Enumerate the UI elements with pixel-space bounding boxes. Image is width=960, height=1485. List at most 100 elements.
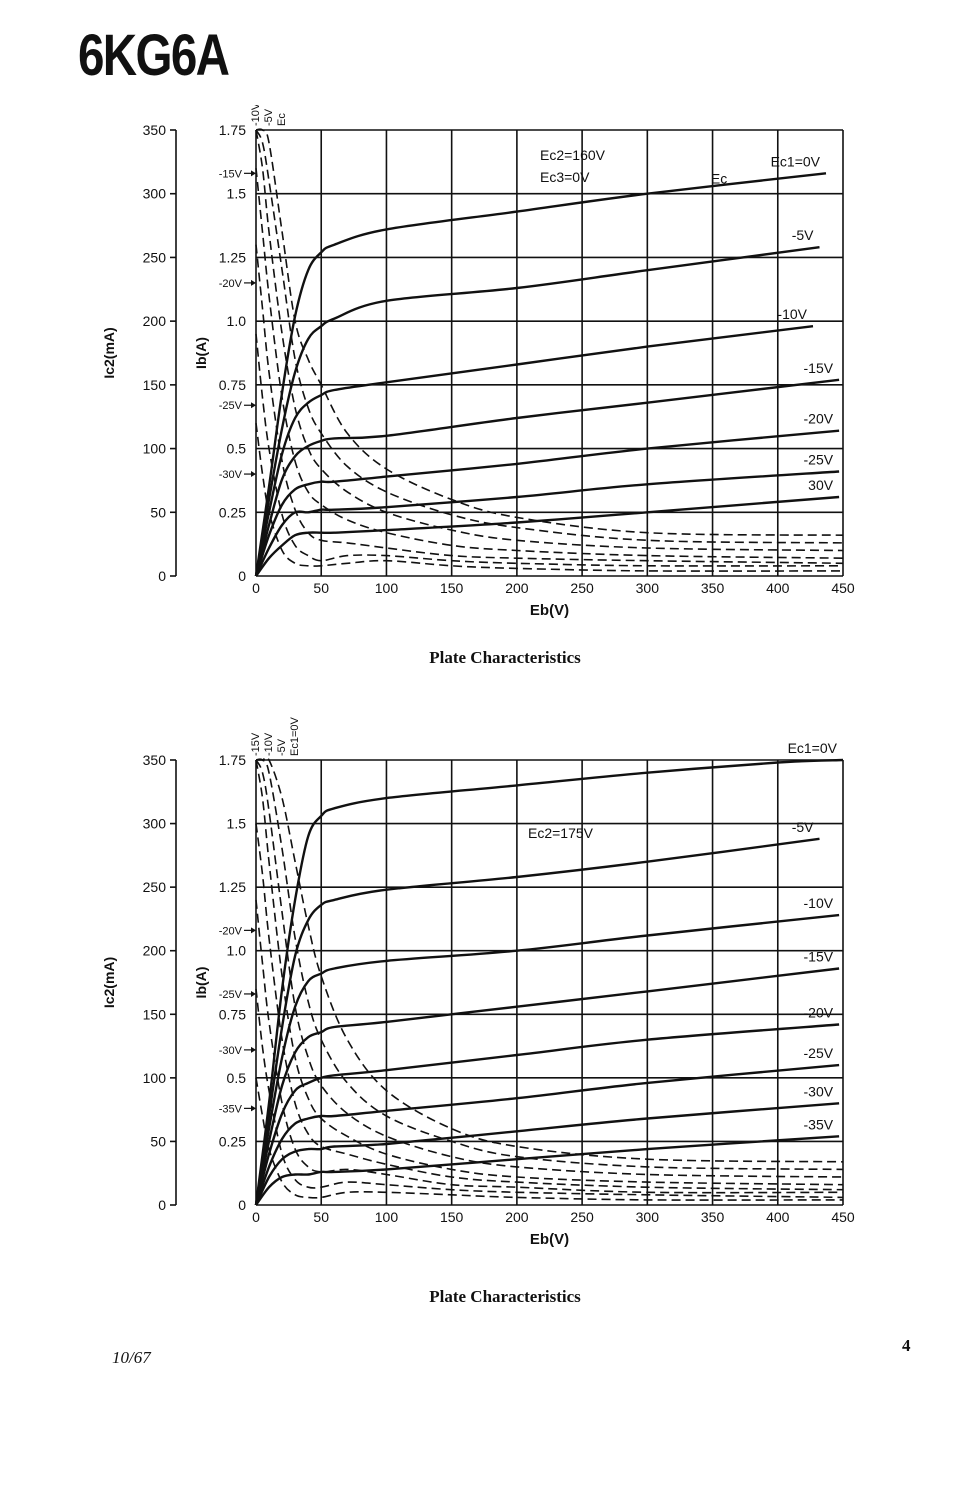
plate-current-curve	[254, 1023, 840, 1206]
y-tick-label: 1.75	[219, 122, 246, 138]
y2-tick-label: 50	[150, 1133, 166, 1149]
y2-tick-label: 350	[143, 122, 167, 138]
plate-current-curve	[254, 429, 840, 577]
chart-1-caption: Plate Characteristics	[429, 648, 581, 667]
chart-2-caption: Plate Characteristics	[429, 1287, 581, 1306]
y2-tick-label: 200	[143, 313, 167, 329]
screen-current-curve	[255, 899, 844, 1194]
page-number: 4	[902, 1336, 911, 1355]
ec-marker-label: Ec	[711, 171, 727, 187]
y-tick-label: 1.5	[227, 816, 247, 832]
operating-condition-label: Ec2=160V	[540, 147, 606, 163]
x-tick-label: 350	[701, 1209, 725, 1225]
plate-current-curve	[255, 495, 840, 577]
top-curve-label: -5V	[276, 738, 288, 756]
curve-label: -30V	[804, 1083, 834, 1099]
plate-current-curve	[254, 837, 820, 1206]
left-curve-marker: -25V	[219, 989, 243, 1001]
plate-current-curve	[254, 1063, 840, 1206]
left-marker-arrowhead	[251, 471, 256, 478]
y-tick-label: 0	[238, 568, 246, 584]
y-tick-label: 1.0	[227, 943, 247, 959]
y2-tick-label: 150	[143, 1006, 167, 1022]
left-marker-arrowhead	[251, 170, 256, 177]
revision-date: 10/67	[112, 1348, 151, 1367]
x-tick-label: 150	[440, 580, 464, 596]
y-tick-label: 0.75	[219, 377, 246, 393]
x-tick-label: 400	[766, 580, 790, 596]
y2-axis-title: Ic2(mA)	[101, 957, 117, 1008]
y-tick-label: 0.25	[219, 1133, 246, 1149]
screen-current-curve	[255, 988, 844, 1199]
y-tick-label: 1.25	[219, 249, 246, 265]
y2-axis-title: Ic2(mA)	[101, 327, 117, 378]
operating-condition-label: Ec3=0V	[540, 169, 590, 185]
y-tick-label: 0	[238, 1197, 246, 1213]
curve-label: -35V	[804, 1116, 834, 1132]
top-curve-label: -5V	[263, 108, 275, 126]
y-tick-label: 1.5	[227, 186, 247, 202]
screen-current-curve	[255, 333, 844, 567]
curves	[254, 756, 844, 1206]
left-marker-arrowhead	[251, 990, 256, 997]
x-tick-label: 450	[831, 580, 855, 596]
y-tick-label: 0.75	[219, 1006, 246, 1022]
y2-tick-label: 250	[143, 879, 167, 895]
top-curve-label: -10V	[263, 732, 275, 756]
y-axis-title: Ib(A)	[193, 337, 209, 369]
y-axis-title: Ib(A)	[193, 967, 209, 999]
plate-characteristics-chart-2: 0 50 100 150 200 250 300 350 400 450 0 0.25 0.5 0.75 1…	[101, 717, 855, 1248]
left-curve-marker: -30V	[219, 1045, 243, 1057]
plate-current-curve	[254, 1102, 840, 1206]
y2-tick-label: 200	[143, 943, 167, 959]
screen-current-curve	[255, 129, 844, 544]
left-curve-marker: -30V	[219, 469, 243, 481]
x-tick-label: 200	[505, 580, 529, 596]
x-tick-label: 200	[505, 1209, 529, 1225]
y2-tick-label: 100	[143, 1070, 167, 1086]
left-curve-marker: -20V	[219, 278, 243, 290]
y-tick-label: 0.5	[227, 1070, 247, 1086]
y2-tick-label: 250	[143, 249, 167, 265]
top-curve-label: Ec1=0V	[289, 717, 301, 756]
grid	[255, 759, 844, 1206]
curve-label: -25V	[804, 452, 834, 468]
grid	[255, 129, 844, 577]
curve-label: -25V	[804, 1045, 834, 1061]
x-tick-label: 350	[701, 580, 725, 596]
x-tick-label: 250	[570, 1209, 594, 1225]
screen-current-curve	[255, 823, 844, 1191]
x-tick-label: 50	[313, 580, 329, 596]
x-tick-label: 0	[252, 580, 260, 596]
y2-tick-label: 100	[143, 441, 167, 457]
x-tick-label: 300	[636, 1209, 660, 1225]
y-tick-label: 1.0	[227, 313, 247, 329]
screen-current-curve	[255, 128, 844, 536]
left-marker-arrowhead	[251, 927, 256, 934]
y2-tick-label: 150	[143, 377, 167, 393]
left-marker-arrowhead	[251, 402, 256, 409]
y-tick-label: 1.75	[219, 752, 246, 768]
y2-tick-label: 50	[150, 504, 166, 520]
x-tick-label: 150	[440, 1209, 464, 1225]
y2-tick-label: 300	[143, 186, 167, 202]
y-tick-label: 0.5	[227, 441, 247, 457]
y2-tick-label: 300	[143, 816, 167, 832]
x-tick-label: 0	[252, 1209, 260, 1225]
plate-characteristics-chart-1: 0 50 100 150 200 250 300 350 400 450 0 0.25 0.5 0.75 1…	[101, 105, 855, 619]
left-curve-marker: -15V	[219, 168, 243, 180]
curve-label: 30V	[808, 477, 834, 493]
plate-current-curve	[254, 172, 827, 577]
curve-label: -10V	[804, 895, 834, 911]
y-tick-label: 1.25	[219, 879, 246, 895]
curve-label: Ec1=0V	[788, 740, 838, 756]
x-tick-label: 400	[766, 1209, 790, 1225]
plate-current-curve	[254, 913, 840, 1206]
x-axis-title: Eb(V)	[530, 1231, 569, 1248]
x-tick-label: 100	[375, 580, 399, 596]
x-tick-label: 450	[831, 1209, 855, 1225]
plate-current-curve	[254, 378, 840, 577]
y-tick-label: 0.25	[219, 504, 246, 520]
curve-label: -5V	[792, 819, 814, 835]
y2-tick-label: 0	[158, 1197, 166, 1213]
